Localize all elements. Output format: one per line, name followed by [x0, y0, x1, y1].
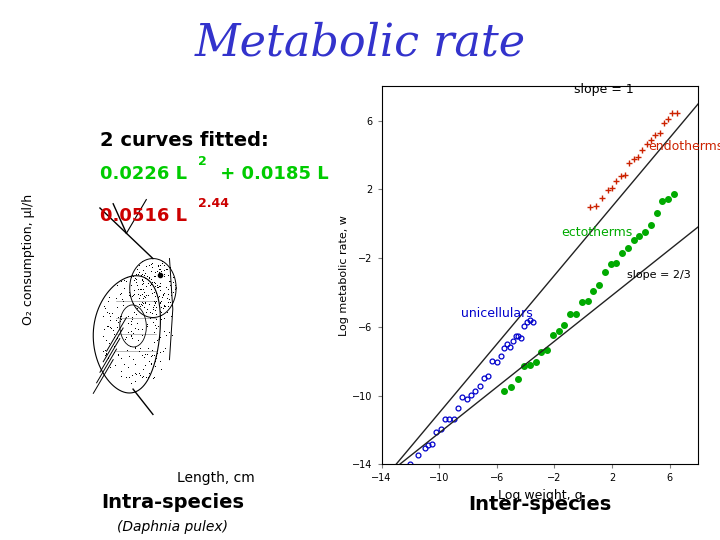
Text: 0.0516 L: 0.0516 L: [100, 207, 187, 225]
Y-axis label: Log metabolic rate, w: Log metabolic rate, w: [339, 215, 349, 336]
Text: + 0.0185 L: + 0.0185 L: [215, 165, 329, 183]
Text: 2 curves fitted:: 2 curves fitted:: [100, 131, 269, 150]
Text: ectotherms: ectotherms: [562, 226, 633, 239]
Text: slope = 1: slope = 1: [574, 83, 634, 96]
X-axis label: Log weight, g: Log weight, g: [498, 489, 582, 502]
Text: unicellulars: unicellulars: [461, 307, 533, 320]
Text: 2: 2: [197, 155, 207, 168]
Text: endotherms: endotherms: [648, 140, 720, 153]
Text: 0.0226 L: 0.0226 L: [100, 165, 187, 183]
Text: 2.44: 2.44: [197, 197, 229, 210]
Text: Intra-species: Intra-species: [102, 492, 244, 512]
Text: Inter-species: Inter-species: [469, 495, 611, 515]
Text: slope = 2/3: slope = 2/3: [627, 271, 691, 280]
Text: Length, cm: Length, cm: [177, 471, 255, 485]
Text: Metabolic rate: Metabolic rate: [194, 22, 526, 65]
Text: 3: 3: [392, 155, 400, 168]
Text: O₂ consumption, µl/h: O₂ consumption, µl/h: [22, 194, 35, 325]
Text: (Daphnia pulex): (Daphnia pulex): [117, 519, 228, 534]
